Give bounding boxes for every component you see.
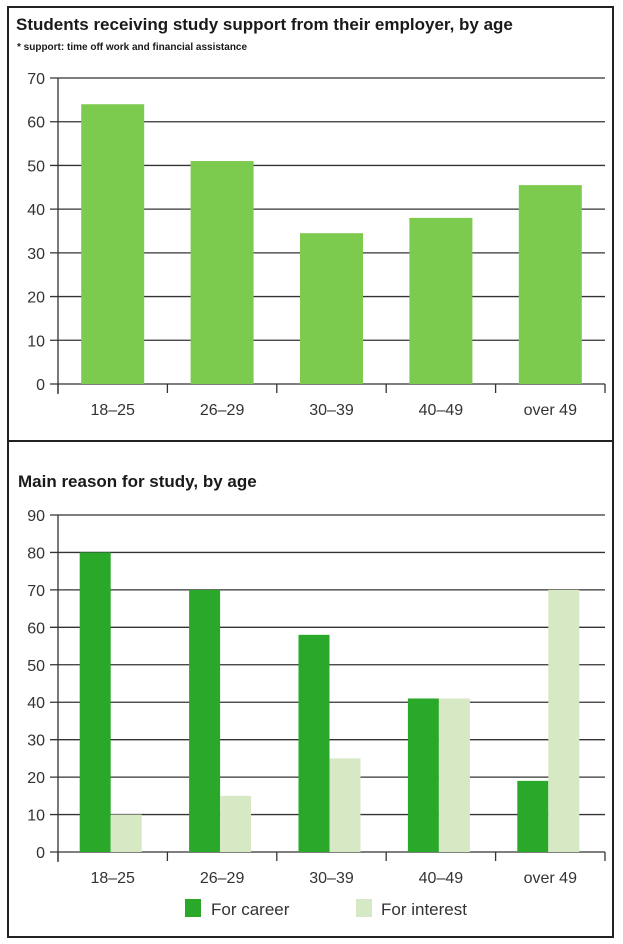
bar-interest	[110, 814, 142, 852]
x-category-label: 26–29	[200, 870, 245, 887]
bar	[409, 217, 473, 384]
x-category-label: over 49	[524, 402, 577, 419]
chart-1: 0 10 20 30 40 50 60 70 18–25 26–29 30–39 40–49 over …	[27, 71, 606, 419]
bar	[190, 161, 254, 384]
y-tick-label: 30	[27, 733, 45, 750]
y-tick-label: 60	[27, 620, 45, 637]
bar-interest	[329, 758, 361, 852]
chart-2-title: Main reason for study, by age	[18, 472, 257, 491]
y-tick-label: 0	[36, 845, 45, 862]
x-category-label: 18–25	[90, 870, 135, 887]
bar-career	[189, 589, 221, 852]
bar-career	[517, 780, 549, 852]
bar-career	[407, 698, 439, 852]
bar	[518, 185, 582, 384]
y-tick-label: 50	[27, 658, 45, 675]
y-tick-label: 10	[27, 808, 45, 825]
legend: For career For interest	[185, 899, 467, 919]
y-tick-label: 40	[27, 202, 45, 219]
bar-interest	[548, 589, 580, 852]
y-tick-label: 80	[27, 545, 45, 562]
x-category-label: 26–29	[200, 402, 245, 419]
y-tick-label: 30	[27, 246, 45, 263]
y-tick-label: 40	[27, 695, 45, 712]
x-category-label: 30–39	[309, 870, 354, 887]
legend-swatch-interest	[356, 899, 372, 917]
y-tick-label: 10	[27, 333, 45, 350]
chart-1-subtitle: * support: time off work and financial a…	[17, 42, 247, 53]
bar-career	[79, 552, 111, 852]
bar-interest	[438, 698, 470, 852]
x-category-label: 18–25	[90, 402, 135, 419]
legend-label-career: For career	[211, 900, 290, 919]
bar-interest	[220, 795, 252, 852]
legend-label-interest: For interest	[381, 900, 467, 919]
y-tick-label: 60	[27, 115, 45, 132]
y-tick-label: 20	[27, 770, 45, 787]
chart-2: 0 10 20 30 40 50 60 70 80 90 18–25 26–29 30–39 40–49 o…	[27, 508, 606, 887]
y-tick-label: 90	[27, 508, 45, 525]
bar-career	[298, 634, 330, 852]
y-tick-label: 70	[27, 583, 45, 600]
chart-1-title: Students receiving study support from th…	[16, 15, 513, 34]
bar	[81, 104, 145, 384]
y-tick-label: 50	[27, 158, 45, 175]
x-category-label: over 49	[524, 870, 577, 887]
x-category-label: 30–39	[309, 402, 354, 419]
bar	[300, 233, 363, 384]
y-tick-label: 70	[27, 71, 45, 88]
x-category-label: 40–49	[419, 870, 464, 887]
x-category-label: 40–49	[419, 402, 464, 419]
legend-swatch-career	[185, 899, 201, 917]
y-tick-label: 20	[27, 290, 45, 307]
y-tick-label: 0	[36, 377, 45, 394]
